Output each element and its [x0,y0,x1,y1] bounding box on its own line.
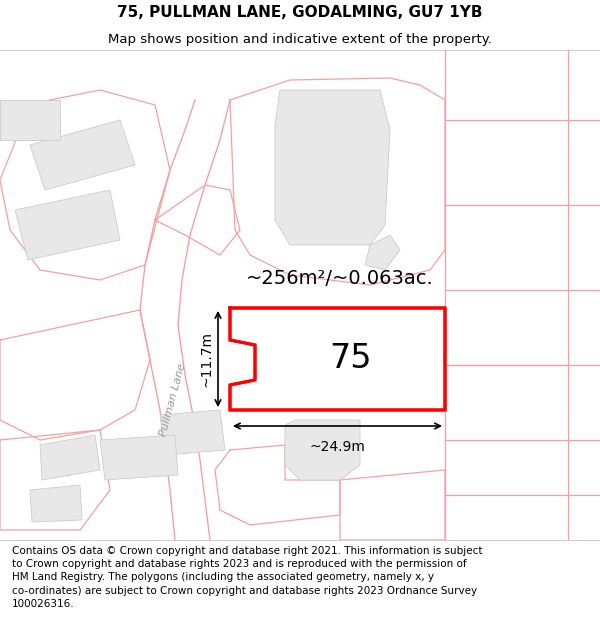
Text: ~256m²/~0.063ac.: ~256m²/~0.063ac. [246,269,434,288]
Text: ~24.9m: ~24.9m [310,440,365,454]
Polygon shape [275,90,390,245]
Polygon shape [265,320,375,400]
Text: Pullman Lane: Pullman Lane [158,362,188,438]
Polygon shape [0,100,60,140]
Text: ~11.7m: ~11.7m [200,331,214,387]
Polygon shape [100,435,178,480]
Text: 75, PULLMAN LANE, GODALMING, GU7 1YB: 75, PULLMAN LANE, GODALMING, GU7 1YB [117,5,483,20]
Polygon shape [365,235,400,270]
Polygon shape [30,485,82,522]
Polygon shape [160,410,225,455]
Polygon shape [15,190,120,260]
Text: Map shows position and indicative extent of the property.: Map shows position and indicative extent… [108,32,492,46]
Polygon shape [40,435,100,480]
Text: Contains OS data © Crown copyright and database right 2021. This information is : Contains OS data © Crown copyright and d… [12,546,482,609]
Text: 75: 75 [329,342,371,376]
Polygon shape [285,420,360,480]
Polygon shape [230,308,445,410]
Polygon shape [30,120,135,190]
